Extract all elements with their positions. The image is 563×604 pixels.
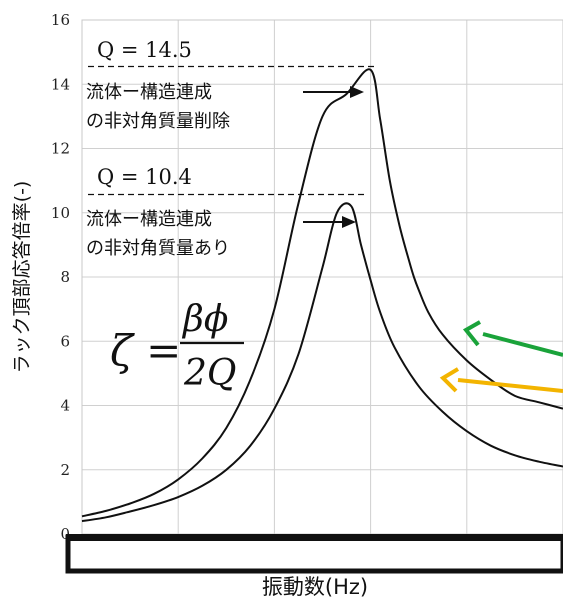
series-group (81, 68, 563, 523)
upper-annotation-line2: の非対角質量削除 (86, 111, 230, 132)
y-tick-label: 6 (60, 332, 70, 350)
arrow-upper (303, 86, 364, 98)
formula-lhs: ζ = (110, 326, 181, 375)
y-tick-label: 8 (60, 268, 70, 286)
x-axis-band (65, 534, 563, 574)
formula-numerator: βϕ (181, 299, 228, 340)
q-lower-label: Q = 10.4 (97, 165, 192, 189)
green-arrow (462, 320, 563, 357)
lower-annotation-line2: の非対角質量あり (86, 238, 230, 259)
y-tick-label: 2 (60, 461, 70, 479)
series-line-lower (81, 202, 563, 523)
x-axis-band-cap (66, 534, 563, 541)
arrow-lower (303, 216, 356, 228)
upper-annotation-line1: 流体ー構造連成 (86, 82, 212, 103)
q-upper-label: Q = 14.5 (97, 38, 192, 62)
y-axis-label: ラック頂部応答倍率(-) (11, 181, 33, 374)
formula-denominator: 2Q (183, 353, 236, 394)
y-tick-label: 4 (60, 397, 70, 415)
lower-annotation-line1: 流体ー構造連成 (86, 209, 212, 230)
series-line-upper (81, 68, 563, 518)
y-tick-label: 16 (51, 11, 70, 29)
damping-formula: ζ = βϕ 2Q (110, 299, 244, 394)
x-axis-label: 振動数(Hz) (262, 575, 368, 599)
y-tick-label: 14 (51, 75, 70, 93)
y-tick-label: 12 (51, 140, 70, 158)
y-tick-labels: 0 2 4 6 8 10 12 14 16 (51, 11, 70, 543)
y-tick-label: 10 (51, 204, 70, 222)
yellow-arrow (439, 367, 563, 393)
y-tick-label: 0 (60, 525, 70, 543)
